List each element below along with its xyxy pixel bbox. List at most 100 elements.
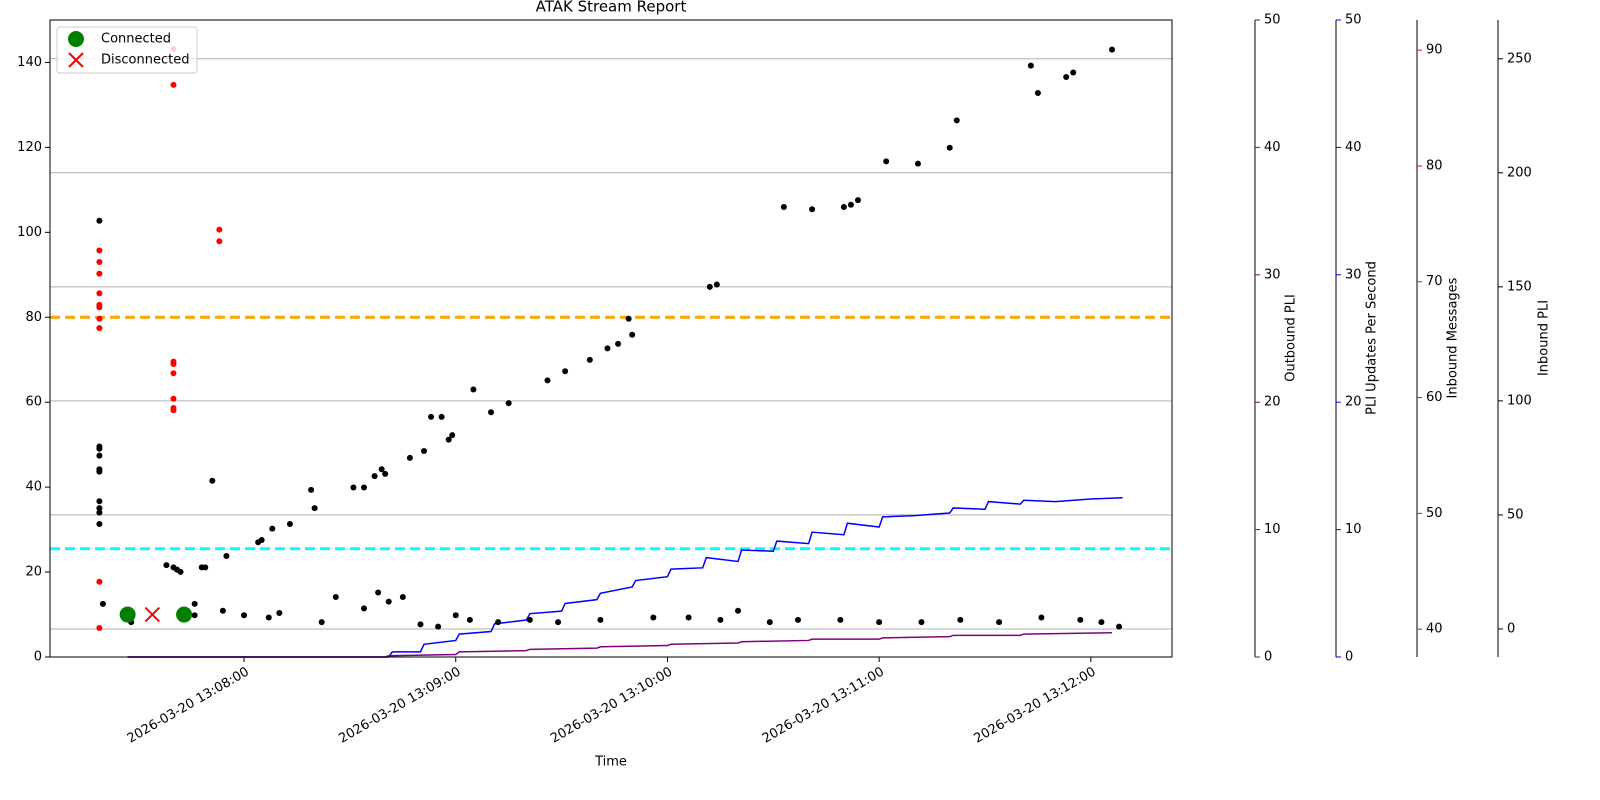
scatter-point <box>170 81 177 88</box>
y-tick-label: 40 <box>25 480 42 495</box>
scatter-point <box>795 616 801 623</box>
scatter-point <box>604 345 611 352</box>
x-tick-label: 2026-03-20 13:09:00 <box>336 665 463 747</box>
right-y-tick-label: 40 <box>1426 622 1443 637</box>
right-y-tick-label: 90 <box>1426 43 1443 58</box>
scatter-point <box>399 594 406 601</box>
scatter-point <box>265 614 272 621</box>
marker-stroke <box>68 52 84 68</box>
scatter-point <box>216 238 223 245</box>
x-axis-label: Time <box>594 755 627 770</box>
chart-title: ATAK Stream Report <box>536 0 687 16</box>
scatter-point <box>946 144 953 151</box>
y-tick-label: 60 <box>25 395 42 410</box>
scatter-point <box>766 619 773 626</box>
scatter-point <box>449 432 456 439</box>
right-y-tick-label: 50 <box>1507 507 1524 522</box>
x-tick-label: 2026-03-20 13:10:00 <box>548 665 675 747</box>
scatter-point <box>96 290 103 297</box>
legend-box <box>56 26 198 74</box>
scatter-point <box>308 486 315 493</box>
y-tick-label: 20 <box>25 565 42 580</box>
scatter-point <box>96 452 103 459</box>
scatter-point <box>361 484 368 491</box>
scatter-point <box>428 413 435 420</box>
scatter-point <box>96 625 103 632</box>
right-y-tick-label: 50 <box>1345 13 1362 28</box>
scatter-point <box>717 616 724 623</box>
scatter-point <box>382 470 389 477</box>
right-axis-label: Outbound PLI <box>1284 294 1299 382</box>
right-y-tick-label: 80 <box>1426 158 1443 173</box>
scatter-point <box>269 525 276 532</box>
scatter-point <box>780 204 787 211</box>
scatter-point <box>223 552 230 559</box>
scatter-point <box>219 607 226 614</box>
x-tick-label: 2026-03-20 13:08:00 <box>125 665 252 747</box>
scatter-point <box>361 605 368 612</box>
scatter-point <box>996 619 1003 626</box>
scatter-point <box>597 616 604 623</box>
scatter-point <box>1063 74 1070 81</box>
right-axis-label: PLI Updates Per Second <box>1365 261 1380 415</box>
y-tick-label: 120 <box>17 140 42 155</box>
connected-marker <box>176 606 193 623</box>
series-line <box>127 632 1113 658</box>
y-tick-label: 80 <box>25 310 42 325</box>
scatter-point <box>1077 616 1084 623</box>
scatter-point <box>445 436 452 443</box>
scatter-point <box>854 197 861 204</box>
scatter-point <box>918 619 925 626</box>
scatter-point <box>96 498 103 505</box>
scatter-point <box>96 521 103 528</box>
right-y-tick-label: 20 <box>1345 395 1362 410</box>
scatter-point <box>470 386 477 393</box>
connected-marker <box>68 31 84 47</box>
scatter-point <box>311 505 318 512</box>
right-y-tick-label: 0 <box>1345 650 1353 665</box>
scatter-point <box>318 619 325 626</box>
scatter-point <box>96 247 103 254</box>
scatter-point <box>99 600 106 607</box>
right-y-tick-label: 0 <box>1264 650 1272 665</box>
scatter-point <box>276 609 283 616</box>
scatter-point <box>170 370 177 377</box>
scatter-point <box>191 612 198 619</box>
scatter-point <box>96 304 103 311</box>
scatter-point <box>555 619 562 626</box>
scatter-point <box>385 598 392 605</box>
disconnected-marker <box>68 52 84 68</box>
scatter-point <box>706 283 713 290</box>
scatter-point <box>286 521 293 528</box>
right-y-tick-label: 30 <box>1345 267 1362 282</box>
scatter-point <box>371 473 378 480</box>
right-y-tick-label: 30 <box>1264 267 1281 282</box>
scatter-point <box>241 612 248 619</box>
series-line <box>127 497 1123 658</box>
scatter-point <box>170 395 177 402</box>
scatter-point <box>96 578 103 585</box>
scatter-point <box>258 537 265 543</box>
scatter-point <box>96 325 103 332</box>
scatter-point <box>615 340 622 347</box>
right-y-tick-label: 60 <box>1426 390 1443 405</box>
y-tick-label: 100 <box>17 225 42 240</box>
scatter-point <box>466 616 473 623</box>
legend-label: Connected <box>101 32 171 47</box>
scatter-point <box>438 413 445 420</box>
scatter-point <box>96 270 103 277</box>
connected-marker <box>119 606 136 623</box>
scatter-point <box>96 259 103 266</box>
scatter-point <box>375 589 382 596</box>
scatter-point <box>332 594 339 601</box>
y-tick-label: 0 <box>34 650 42 665</box>
right-y-tick-label: 40 <box>1345 140 1362 155</box>
scatter-point <box>495 619 502 626</box>
scatter-point <box>202 564 209 571</box>
scatter-point <box>876 619 883 626</box>
scatter-point <box>378 466 385 473</box>
right-y-tick-label: 100 <box>1507 393 1532 408</box>
right-axis-label: Inbound Messages <box>1446 277 1461 398</box>
marker-stroke <box>144 606 161 623</box>
y-tick-label: 140 <box>17 55 42 70</box>
